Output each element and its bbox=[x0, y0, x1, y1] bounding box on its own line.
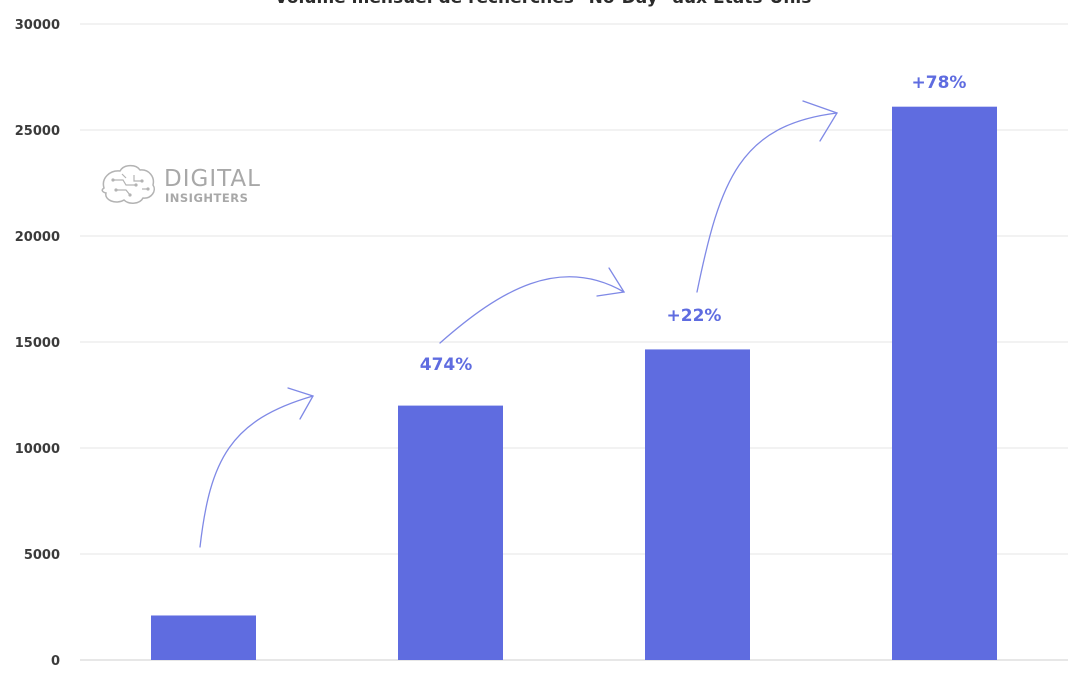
bars bbox=[151, 106, 997, 661]
bar bbox=[645, 349, 750, 660]
growth-arrow-1 bbox=[199, 395, 314, 548]
growth-arrow-3-head bbox=[802, 100, 838, 142]
logo-text-insighters: INSIGHTERS bbox=[165, 191, 248, 205]
y-axis-tick-labels: 0 5000 10000 15000 20000 25000 30000 bbox=[15, 18, 60, 669]
growth-label-474: 474% bbox=[420, 355, 473, 375]
y-tick-label: 20000 bbox=[15, 230, 60, 245]
logo: DIGITAL INSIGHTERS bbox=[101, 164, 261, 205]
bar bbox=[892, 106, 997, 661]
bar bbox=[398, 405, 503, 660]
growth-label-22: +22% bbox=[667, 306, 722, 326]
growth-arrow-2 bbox=[439, 276, 625, 344]
bar bbox=[151, 615, 256, 660]
y-tick-label: 15000 bbox=[15, 336, 60, 351]
growth-label-78: +78% bbox=[912, 73, 967, 93]
y-tick-label: 5000 bbox=[24, 548, 60, 563]
grid-lines bbox=[80, 23, 1068, 661]
growth-arrow-3 bbox=[696, 112, 838, 293]
brain-icon bbox=[101, 164, 155, 204]
y-tick-label: 0 bbox=[51, 654, 60, 669]
growth-arrows bbox=[199, 100, 838, 548]
chart-title: Volume mensuel de recherches "No-Day" au… bbox=[275, 0, 812, 8]
growth-arrow-2-head bbox=[596, 267, 626, 297]
y-tick-label: 30000 bbox=[15, 18, 60, 33]
growth-arrow-1-head bbox=[287, 387, 314, 420]
y-tick-label: 25000 bbox=[15, 124, 60, 139]
y-tick-label: 10000 bbox=[15, 442, 60, 457]
logo-text-digital: DIGITAL bbox=[164, 166, 261, 192]
